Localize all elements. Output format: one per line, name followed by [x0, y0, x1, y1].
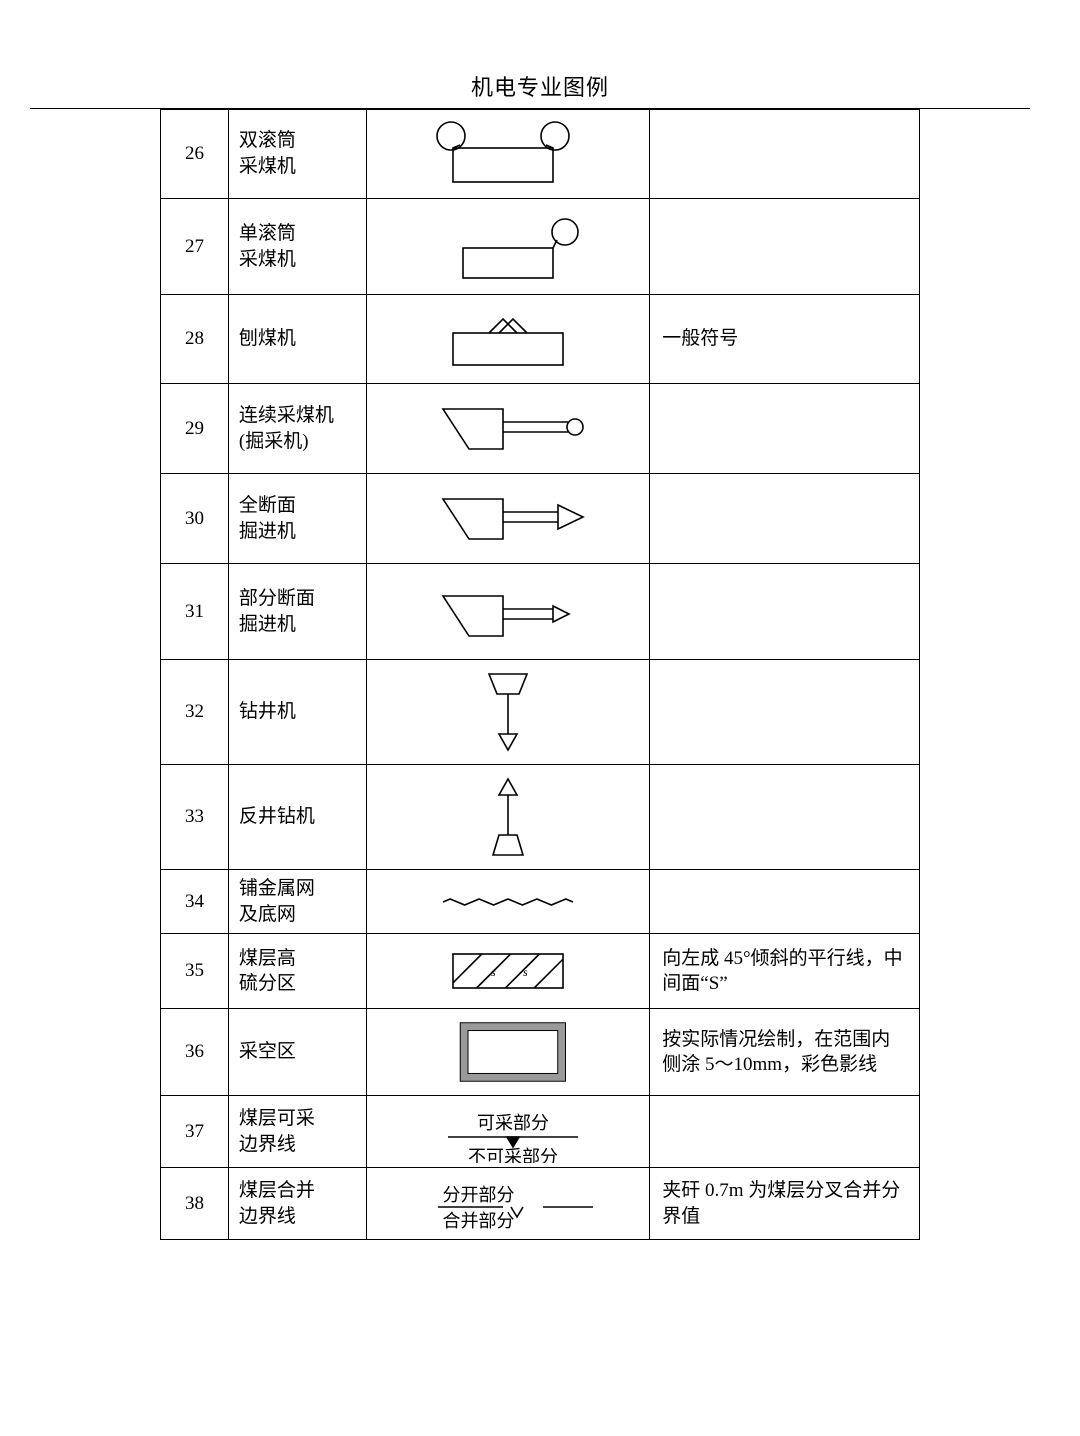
table-row: 30全断面掘进机 [161, 474, 920, 564]
row-symbol [366, 1009, 650, 1096]
row-note: 向左成 45°倾斜的平行线，中间面“S” [650, 934, 920, 1009]
row-index: 29 [161, 384, 229, 474]
row-index: 38 [161, 1168, 229, 1240]
row-name: 全断面掘进机 [228, 474, 366, 564]
row-symbol: ss [366, 934, 650, 1009]
page-title: 机电专业图例 [90, 70, 990, 102]
row-name: 煤层高硫分区 [228, 934, 366, 1009]
row-note [650, 199, 920, 295]
row-symbol [366, 110, 650, 199]
row-name: 采空区 [228, 1009, 366, 1096]
svg-text:不可采部分: 不可采部分 [468, 1147, 558, 1163]
row-name: 部分断面掘进机 [228, 564, 366, 660]
row-symbol [366, 870, 650, 934]
legend-table: 26双滚筒采煤机27单滚筒采煤机28刨煤机一般符号29连续采煤机(掘采机)30全… [160, 109, 920, 1240]
row-symbol [366, 765, 650, 870]
row-symbol [366, 384, 650, 474]
row-name: 反井钻机 [228, 765, 366, 870]
row-index: 32 [161, 660, 229, 765]
table-row: 37煤层可采边界线可采部分不可采部分 [161, 1096, 920, 1168]
row-note [650, 765, 920, 870]
row-name: 钻井机 [228, 660, 366, 765]
table-row: 34铺金属网及底网 [161, 870, 920, 934]
table-row: 28刨煤机 一般符号 [161, 295, 920, 384]
row-name: 双滚筒采煤机 [228, 110, 366, 199]
svg-text:可采部分: 可采部分 [477, 1113, 549, 1133]
table-row: 35煤层高硫分区ss向左成 45°倾斜的平行线，中间面“S” [161, 934, 920, 1009]
table-row: 29连续采煤机(掘采机) [161, 384, 920, 474]
row-note [650, 564, 920, 660]
page: 机电专业图例 26双滚筒采煤机27单滚筒采煤机28刨煤机一般符号29连续采煤机(… [0, 0, 1080, 1436]
row-index: 30 [161, 474, 229, 564]
table-row: 32钻井机 [161, 660, 920, 765]
row-symbol [366, 474, 650, 564]
row-note [650, 110, 920, 199]
row-symbol [366, 199, 650, 295]
row-index: 37 [161, 1096, 229, 1168]
row-note [650, 1096, 920, 1168]
table-row: 26双滚筒采煤机 [161, 110, 920, 199]
row-note: 一般符号 [650, 295, 920, 384]
row-note [650, 660, 920, 765]
row-symbol [366, 564, 650, 660]
row-name: 连续采煤机(掘采机) [228, 384, 366, 474]
row-symbol: 可采部分不可采部分 [366, 1096, 650, 1168]
row-symbol [366, 295, 650, 384]
row-name: 煤层合并边界线 [228, 1168, 366, 1240]
row-note [650, 870, 920, 934]
row-index: 27 [161, 199, 229, 295]
row-index: 31 [161, 564, 229, 660]
row-name: 单滚筒采煤机 [228, 199, 366, 295]
table-row: 31部分断面掘进机 [161, 564, 920, 660]
row-symbol [366, 660, 650, 765]
row-name: 刨煤机 [228, 295, 366, 384]
row-note: 按实际情况绘制，在范围内侧涂 5～10mm，彩色影线 [650, 1009, 920, 1096]
row-index: 26 [161, 110, 229, 199]
row-note [650, 384, 920, 474]
svg-text:s: s [491, 965, 496, 979]
svg-text:s: s [523, 965, 528, 979]
table-row: 33反井钻机 [161, 765, 920, 870]
svg-text:合并部分: 合并部分 [443, 1211, 515, 1231]
row-index: 28 [161, 295, 229, 384]
table-row: 27单滚筒采煤机 [161, 199, 920, 295]
row-index: 33 [161, 765, 229, 870]
row-name: 铺金属网及底网 [228, 870, 366, 934]
row-index: 36 [161, 1009, 229, 1096]
row-note: 夹矸 0.7m 为煤层分叉合并分界值 [650, 1168, 920, 1240]
table-row: 36采空区 按实际情况绘制，在范围内侧涂 5～10mm，彩色影线 [161, 1009, 920, 1096]
row-symbol: 分开部分合并部分 [366, 1168, 650, 1240]
row-note [650, 474, 920, 564]
row-name: 煤层可采边界线 [228, 1096, 366, 1168]
row-index: 34 [161, 870, 229, 934]
table-row: 38煤层合并边界线分开部分合并部分夹矸 0.7m 为煤层分叉合并分界值 [161, 1168, 920, 1240]
svg-text:分开部分: 分开部分 [443, 1185, 515, 1205]
row-index: 35 [161, 934, 229, 1009]
